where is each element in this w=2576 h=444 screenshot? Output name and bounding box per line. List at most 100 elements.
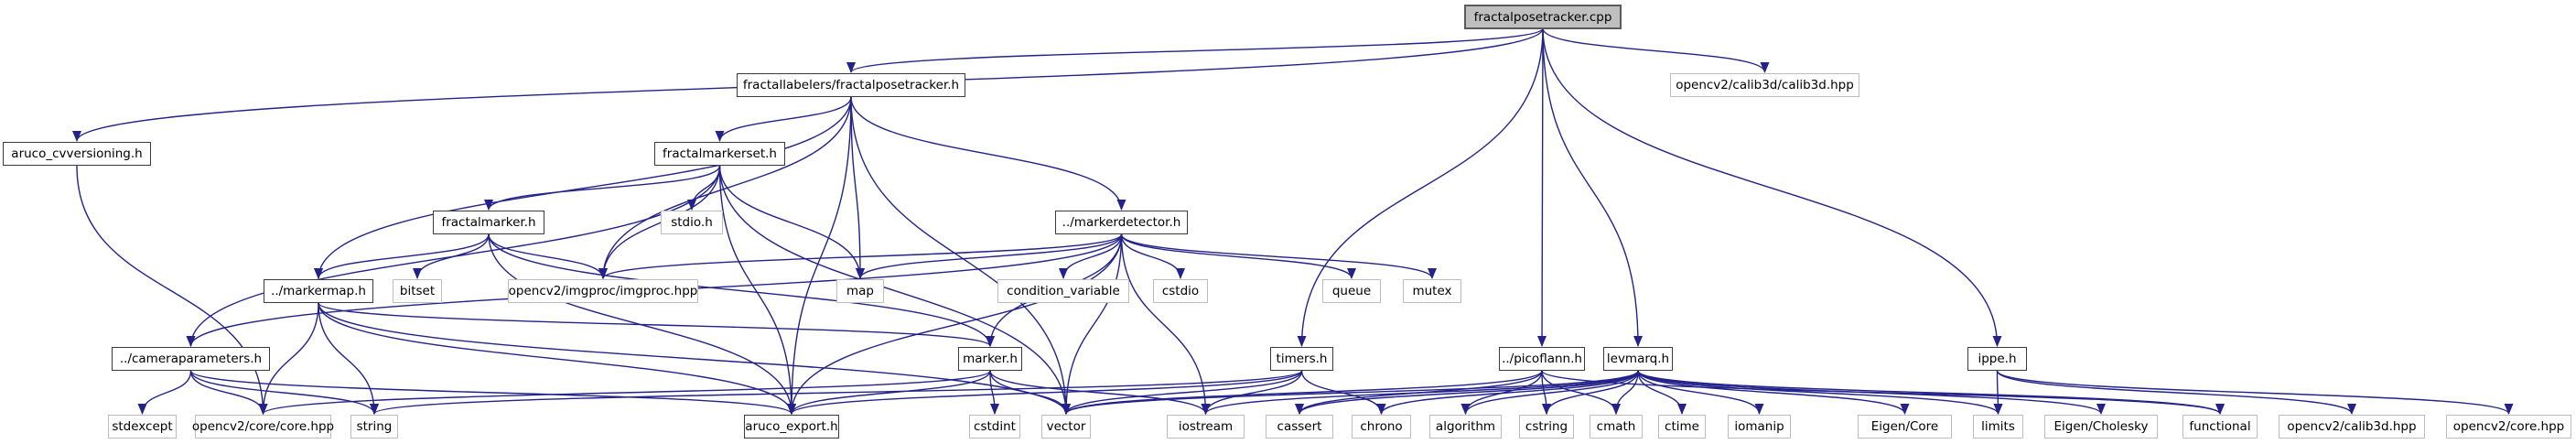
include-edge-picoflann_h-to-cstring	[1541, 370, 1551, 415]
include-edge-levmarq_h-to-cmath	[1611, 370, 1639, 415]
node-calib3d_calib3d_hpp: opencv2/calib3d/calib3d.hpp	[1670, 73, 1859, 97]
include-edge-fractalposetracker_h-to-map	[850, 96, 865, 279]
include-edge-fractalmarkerset_h-to-cameraparameters_h	[186, 165, 721, 347]
include-edge-marker_h-to-iostream	[989, 370, 1211, 415]
include-edge-picoflann_h-to-algorithm	[1460, 370, 1543, 415]
node-ippe_h[interactable]: ippe.h	[1967, 347, 2027, 371]
node-iomanip: iomanip	[1728, 415, 1791, 439]
include-edge-picoflann_h-to-functional	[1541, 370, 2225, 415]
node-core_core_hpp: opencv2/core/core.hpp	[192, 415, 334, 439]
node-markerdetector_h[interactable]: ../markerdetector.h	[1055, 211, 1188, 234]
include-edge-levmarq_h-to-chrono	[1376, 370, 1639, 415]
include-edge-markerdetector_h-to-iostream	[1120, 233, 1211, 415]
node-chrono: chrono	[1352, 415, 1411, 439]
include-edge-levmarq_h-to-vector	[1062, 370, 1639, 415]
include-edge-markermap_h-to-aruco_export_h	[318, 302, 796, 415]
node-condition_variable: condition_variable	[997, 279, 1129, 303]
node-aruco_export_h[interactable]: aruco_export.h	[744, 415, 839, 439]
node-fractalmarkerset_h[interactable]: fractalmarkerset.h	[654, 142, 785, 166]
node-fractalmarker_h[interactable]: fractalmarker.h	[433, 211, 544, 234]
include-edge-levmarq_h-to-algorithm	[1460, 370, 1639, 415]
include-edge-fractalmarker_h-to-markermap_h	[314, 233, 490, 279]
node-cstdint: cstdint	[969, 415, 1020, 439]
include-edge-fractalposetracker_h-to-markermap_h	[314, 96, 852, 279]
include-edge-marker_h-to-aruco_export_h	[787, 370, 991, 415]
include-edge-markerdetector_h-to-vector	[1062, 233, 1123, 415]
node-markermap_h[interactable]: ../markermap.h	[264, 279, 373, 303]
node-cameraparameters_h[interactable]: ../cameraparameters.h	[112, 347, 270, 371]
node-timers_h[interactable]: timers.h	[1270, 347, 1333, 371]
include-edge-aruco_cvversioning_h-to-core_core_hpp	[76, 165, 268, 415]
node-cmath: cmath	[1590, 415, 1643, 439]
node-functional: functional	[2183, 415, 2258, 439]
node-opencv2_core_hpp: opencv2/core.hpp	[2446, 415, 2571, 439]
include-edge-levmarq_h-to-eigen_cholesky	[1637, 370, 2106, 415]
include-edge-fractalposetracker_h-to-imgproc_hpp	[598, 96, 852, 279]
include-edge-levmarq_h-to-cassert	[1295, 370, 1639, 415]
include-edge-levmarq_h-to-ctime	[1637, 370, 1687, 415]
include-edge-levmarq_h-to-iomanip	[1637, 370, 1764, 415]
node-mutex: mutex	[1403, 279, 1461, 303]
include-edge-fractalposetracker_h-to-fractalmarkerset_h	[715, 96, 852, 142]
include-edge-marker_h-to-core_core_hpp	[258, 370, 991, 415]
include-edge-levmarq_h-to-functional	[1637, 370, 2225, 415]
node-root: fractalposetracker.cpp	[1464, 5, 1622, 29]
include-edge-ippe_h-to-limits	[1993, 370, 2003, 415]
node-cstring: cstring	[1519, 415, 1574, 439]
include-edge-root-to-fractalposetracker_h	[846, 27, 1544, 73]
node-opencv2_calib3d_hpp: opencv2/calib3d.hpp	[2279, 415, 2425, 439]
node-fractalposetracker_h[interactable]: fractallabelers/fractalposetracker.h	[737, 73, 965, 97]
include-edge-markerdetector_h-to-condition_variable	[1059, 233, 1123, 279]
include-edge-fractalposetracker_h-to-aruco_export_h	[787, 96, 852, 415]
include-edge-root-to-levmarq_h	[1542, 27, 1643, 347]
include-edge-ippe_h-to-opencv2_core_hpp	[1996, 370, 2514, 415]
include-edge-fractalmarkerset_h-to-aruco_export_h	[718, 165, 796, 415]
include-edge-fractalmarkerset_h-to-stdio_h	[687, 165, 721, 211]
include-edge-fractalmarkerset_h-to-map	[718, 165, 865, 279]
node-marker_h[interactable]: marker.h	[958, 347, 1022, 371]
include-edge-markerdetector_h-to-cstdio	[1120, 233, 1185, 279]
include-edge-picoflann_h-to-cassert	[1295, 370, 1543, 415]
node-string: string	[350, 415, 398, 439]
include-edge-root-to-picoflann_h	[1537, 27, 1547, 347]
include-edge-levmarq_h-to-limits	[1637, 370, 2003, 415]
node-stdio_h: stdio.h	[661, 211, 723, 234]
node-cstdio: cstdio	[1153, 279, 1208, 303]
node-stdexcept: stdexcept	[108, 415, 177, 439]
include-edge-markerdetector_h-to-imgproc_hpp	[598, 233, 1123, 279]
include-edge-picoflann_h-to-vector	[1062, 370, 1543, 415]
include-edge-marker_h-to-vector	[989, 370, 1071, 415]
node-vector: vector	[1041, 415, 1091, 439]
node-algorithm: algorithm	[1429, 415, 1502, 439]
include-edge-fractalmarkerset_h-to-fractalmarker_h	[484, 165, 721, 211]
include-edge-markermap_h-to-marker_h	[318, 302, 995, 347]
include-edge-timers_h-to-chrono	[1300, 370, 1386, 415]
include-edge-levmarq_h-to-cstring	[1542, 370, 1639, 415]
include-edge-timers_h-to-string	[370, 370, 1303, 415]
include-edge-timers_h-to-iostream	[1201, 370, 1303, 415]
include-edge-cameraparameters_h-to-stdexcept	[137, 370, 192, 415]
node-queue: queue	[1322, 279, 1381, 303]
node-aruco_cvversioning_h[interactable]: aruco_cvversioning.h	[3, 142, 151, 166]
node-picoflann_h[interactable]: ../picoflann.h	[1499, 347, 1585, 371]
include-edge-root-to-calib3d_calib3d_hpp	[1542, 27, 1770, 73]
node-levmarq_h[interactable]: levmarq.h	[1603, 347, 1673, 371]
include-edge-markerdetector_h-to-map	[856, 233, 1123, 279]
node-ctime: ctime	[1658, 415, 1706, 439]
include-edge-markermap_h-to-core_core_hpp	[258, 302, 319, 415]
include-edge-cameraparameters_h-to-core_core_hpp	[189, 370, 268, 415]
node-eigen_core: Eigen/Core	[1858, 415, 1952, 439]
include-edge-timers_h-to-vector	[1062, 370, 1303, 415]
include-edge-levmarq_h-to-iostream	[1201, 370, 1639, 415]
include-edge-markermap_h-to-vector	[318, 302, 1071, 415]
node-limits: limits	[1973, 415, 2023, 439]
include-edge-fractalmarker_h-to-imgproc_hpp	[488, 233, 608, 279]
node-bitset: bitset	[393, 279, 442, 303]
include-edge-timers_h-to-aruco_export_h	[787, 370, 1303, 415]
node-imgproc_hpp: opencv2/imgproc/imgproc.hpp	[508, 279, 698, 303]
node-eigen_cholesky: Eigen/Cholesky	[2044, 415, 2158, 439]
include-edge-fractalmarker_h-to-aruco_export_h	[488, 233, 796, 415]
include-edge-fractalposetracker_h-to-markerdetector_h	[850, 96, 1126, 211]
